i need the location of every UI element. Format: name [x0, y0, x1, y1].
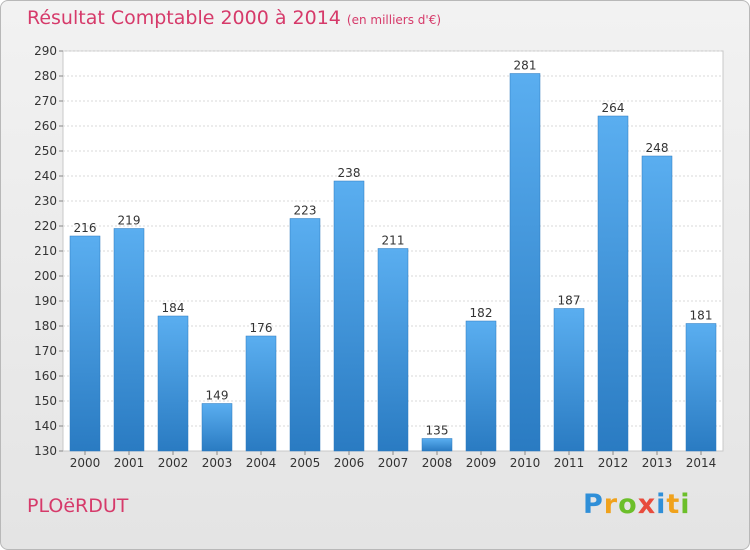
logo-letter: i [656, 489, 667, 520]
logo-letter: t [666, 489, 681, 520]
x-tick-label: 2004 [246, 456, 277, 470]
x-tick-label: 2009 [466, 456, 497, 470]
bar-value-label: 135 [426, 424, 449, 438]
y-tick-label: 140 [34, 419, 57, 433]
x-tick-label: 2014 [686, 456, 717, 470]
bar-value-label: 264 [602, 101, 625, 115]
y-tick-label: 170 [34, 344, 57, 358]
commune-name: PLOëRDUT [27, 495, 129, 517]
bar [377, 248, 409, 452]
chart-title: Résultat Comptable 2000 à 2014 (en millie… [27, 7, 442, 29]
bar-value-label: 219 [118, 214, 141, 228]
x-tick-label: 2002 [158, 456, 189, 470]
bar [685, 323, 717, 452]
x-tick-label: 2011 [554, 456, 585, 470]
y-tick-label: 210 [34, 244, 57, 258]
x-axis: 2000 2001 2002 2003 2004 2005 2006 2007 2008 2009… [70, 451, 717, 470]
y-tick-label: 190 [34, 294, 57, 308]
bar [245, 335, 277, 452]
y-tick-label: 240 [34, 169, 57, 183]
y-tick-label: 270 [34, 94, 57, 108]
proxiti-logo: Proxiti [583, 489, 691, 520]
y-tick-label: 180 [34, 319, 57, 333]
bars: 216 219 184 149 176 223 238 211 135 182 281 187 264 2… [69, 59, 717, 452]
x-tick-label: 2008 [422, 456, 453, 470]
bar [333, 180, 365, 452]
y-tick-label: 230 [34, 194, 57, 208]
x-tick-label: 2003 [202, 456, 233, 470]
bar [509, 73, 541, 452]
bar-value-label: 223 [294, 204, 317, 218]
logo-letter: r [603, 489, 619, 520]
bar-value-label: 248 [646, 141, 669, 155]
x-tick-label: 2006 [334, 456, 365, 470]
x-tick-label: 2012 [598, 456, 629, 470]
bar [69, 235, 101, 452]
x-tick-label: 2001 [114, 456, 145, 470]
y-tick-label: 160 [34, 369, 57, 383]
chart-subtitle: (en milliers d'€) [346, 13, 442, 27]
bar-value-label: 216 [74, 221, 97, 235]
bar [553, 308, 585, 452]
bar-value-label: 211 [382, 234, 405, 248]
logo-letter: i [680, 489, 691, 520]
y-tick-label: 280 [34, 69, 57, 83]
bar-value-label: 238 [338, 166, 361, 180]
logo-letter: o [618, 489, 638, 520]
x-tick-label: 2013 [642, 456, 673, 470]
x-tick-label: 2005 [290, 456, 321, 470]
x-tick-label: 2000 [70, 456, 101, 470]
bar-value-label: 149 [206, 389, 229, 403]
bar [465, 320, 497, 452]
bar [157, 315, 189, 452]
y-tick-label: 220 [34, 219, 57, 233]
bar-value-label: 182 [470, 306, 493, 320]
bar-value-label: 281 [514, 59, 537, 73]
bar-value-label: 181 [690, 309, 713, 323]
y-tick-label: 290 [34, 44, 57, 58]
x-tick-label: 2010 [510, 456, 541, 470]
logo-letter: x [637, 489, 657, 520]
x-tick-label: 2007 [378, 456, 409, 470]
y-tick-label: 150 [34, 394, 57, 408]
bar-value-label: 176 [250, 321, 273, 335]
bar [597, 115, 629, 452]
y-tick-label: 130 [34, 444, 57, 458]
logo-letter: P [583, 489, 604, 520]
bar [113, 228, 145, 452]
y-tick-label: 250 [34, 144, 57, 158]
bar [289, 218, 321, 452]
bar [421, 438, 453, 452]
y-tick-label: 260 [34, 119, 57, 133]
bar-value-label: 184 [162, 301, 185, 315]
bar [201, 403, 233, 452]
bar-value-label: 187 [558, 294, 581, 308]
bar [641, 155, 673, 452]
y-tick-label: 200 [34, 269, 57, 283]
y-axis: 130 140 150 160 170 180 190 200 210 220 230 240 250 2… [34, 44, 63, 458]
